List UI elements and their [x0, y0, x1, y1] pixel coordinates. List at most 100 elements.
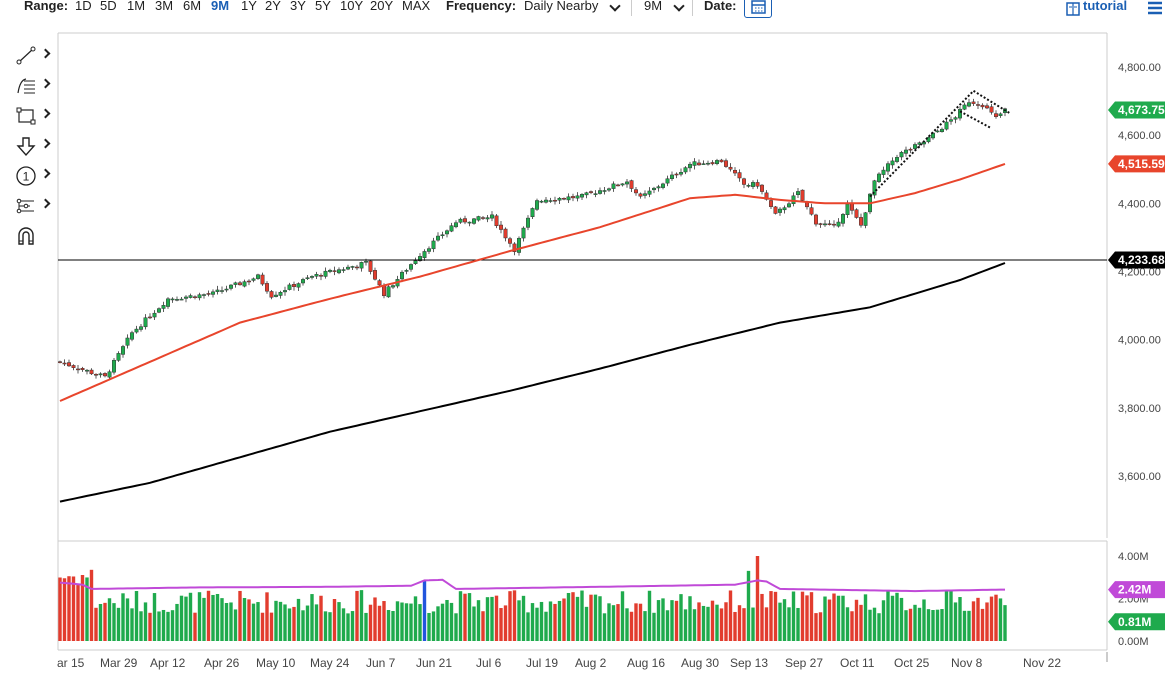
candle	[575, 192, 580, 202]
volume-bar	[643, 611, 647, 641]
volume-bar	[427, 612, 431, 641]
line-tool-button[interactable]	[14, 44, 54, 68]
candle	[368, 260, 373, 275]
candle	[242, 279, 247, 288]
volume-last-badge-shape	[1108, 613, 1165, 631]
date-tick-label: Jul 6	[476, 656, 502, 670]
candle	[206, 290, 211, 297]
candle	[593, 190, 598, 198]
volume-bar	[602, 613, 607, 641]
range-toolbar: Range: 1D 5D 1M 3M 6M 9M 1Y 2Y 3Y 5Y 10Y…	[0, 0, 1173, 20]
candle-body	[130, 332, 134, 340]
volume-bar	[256, 602, 260, 641]
volume-bar	[323, 611, 328, 641]
last-price-badge: 4,673.75	[1108, 101, 1165, 119]
candle-body	[530, 208, 535, 218]
volume-bar	[863, 594, 868, 641]
period-select[interactable]: 9M	[644, 0, 663, 13]
candle	[310, 275, 314, 280]
candle	[661, 182, 665, 190]
candle-body	[175, 299, 179, 301]
volume-bar	[224, 602, 229, 641]
rectangle-tool-button[interactable]	[14, 104, 54, 128]
candle-body	[562, 198, 566, 200]
volume-bar	[593, 594, 598, 641]
candle-body	[548, 200, 553, 202]
magnet-tool-button[interactable]	[14, 224, 54, 248]
candle	[548, 197, 553, 203]
annotation-tool-button[interactable]: 1	[14, 164, 54, 188]
frequency-select[interactable]: Daily Nearby	[524, 0, 599, 13]
candle	[728, 163, 733, 172]
pattern-tool-button[interactable]	[14, 194, 54, 218]
volume-bar	[818, 612, 823, 641]
volume-bar	[760, 593, 764, 641]
range-10y[interactable]: 10Y	[340, 0, 364, 13]
volume-bar	[625, 608, 629, 641]
range-max[interactable]: MAX	[402, 0, 431, 13]
candle	[890, 157, 895, 169]
volume-tick-label: 0.00M	[1118, 636, 1149, 648]
candle-body	[125, 337, 130, 346]
volume-bar	[265, 592, 269, 641]
volume-bar	[400, 602, 404, 641]
candle-body	[620, 183, 625, 186]
date-tick-label: Jun 7	[366, 656, 396, 670]
volume-bar	[616, 604, 620, 641]
tutorial-link[interactable]: tutorial	[1083, 0, 1128, 13]
candle	[76, 365, 80, 374]
range-5y[interactable]: 5Y	[315, 0, 331, 13]
date-tick-label: ar 15	[57, 656, 85, 670]
range-9m[interactable]: 9M	[211, 0, 230, 13]
candle	[899, 150, 904, 161]
range-1d[interactable]: 1D	[75, 0, 92, 13]
candle-body	[337, 269, 341, 274]
candle	[521, 226, 526, 242]
volume-axis: 4.00M 2.00M 0.00M	[1118, 551, 1149, 648]
last-price-label: 4,673.75	[1118, 103, 1165, 117]
candle-body	[661, 183, 665, 188]
date-tick-label: Mar 29	[100, 656, 138, 670]
range-3y[interactable]: 3Y	[290, 0, 306, 13]
range-2y[interactable]: 2Y	[265, 0, 281, 13]
volume-bar	[872, 607, 877, 641]
volume-bar	[355, 590, 359, 641]
range-3m[interactable]: 3M	[155, 0, 174, 13]
candle-body	[400, 271, 404, 280]
range-20y[interactable]: 20Y	[370, 0, 394, 13]
volume-avg-badge-shape	[1108, 581, 1165, 599]
candle-body	[859, 217, 863, 226]
tutorial-icon[interactable]	[1066, 2, 1080, 16]
candle-body	[746, 185, 751, 187]
candle-body	[364, 261, 368, 263]
volume-tick-label: 4.00M	[1118, 551, 1149, 563]
candle-body	[386, 286, 391, 298]
arrow-tool-button[interactable]	[14, 134, 54, 158]
range-6m[interactable]: 6M	[183, 0, 202, 13]
candle-body	[71, 365, 76, 368]
fib-tool-button[interactable]	[14, 74, 54, 98]
candle	[278, 290, 283, 299]
candle	[859, 213, 863, 228]
volume-bar	[670, 600, 674, 641]
date-tick-label: Aug 2	[575, 656, 607, 670]
candle	[386, 284, 391, 298]
range-5d[interactable]: 5D	[100, 0, 117, 13]
candle-body	[346, 266, 350, 270]
candle	[449, 222, 454, 233]
volume-bar	[976, 597, 980, 641]
volume-bar	[881, 600, 886, 641]
candle	[103, 372, 107, 378]
volume-bar	[701, 605, 706, 641]
candle-body	[665, 178, 670, 184]
range-1m[interactable]: 1M	[127, 0, 146, 13]
menu-icon[interactable]	[1147, 1, 1163, 15]
calendar-icon	[751, 0, 766, 14]
price-tick-label: 3,800.00	[1118, 403, 1161, 415]
volume-bar	[958, 597, 962, 641]
volume-bar	[220, 598, 224, 641]
volume-bar	[697, 602, 701, 641]
calendar-button[interactable]	[744, 0, 772, 18]
range-1y[interactable]: 1Y	[241, 0, 257, 13]
